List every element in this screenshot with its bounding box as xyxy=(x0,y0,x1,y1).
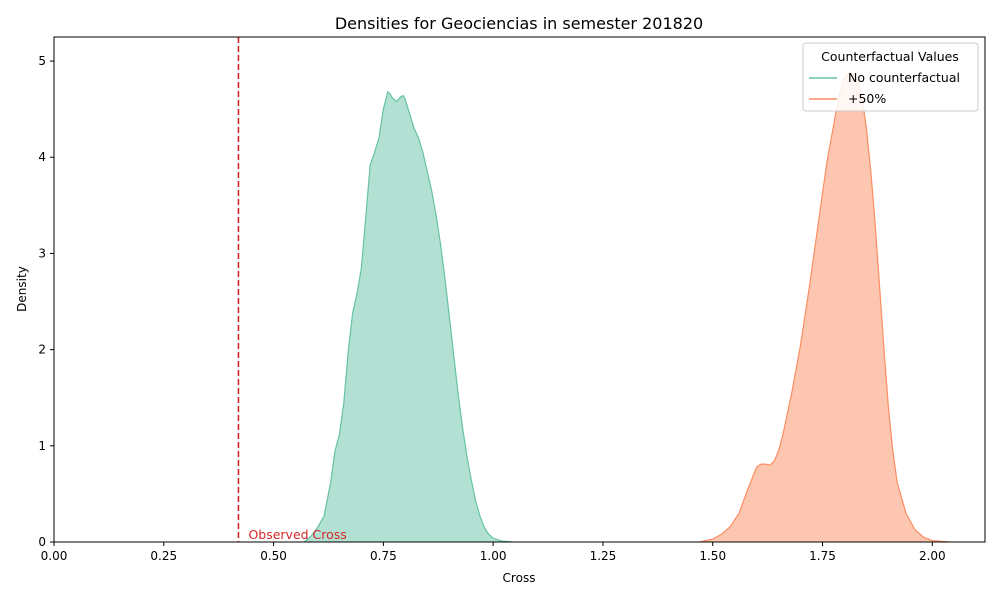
legend-title: Counterfactual Values xyxy=(821,49,959,64)
legend-box xyxy=(802,42,979,112)
x-tick-label: 2.00 xyxy=(919,549,946,563)
y-tick-label: 1 xyxy=(38,439,46,453)
x-axis-ticks: 0.00 0.25 0.50 0.75 1.00 1.25 1.50 1.75 2.00 xyxy=(41,542,946,563)
density-line-0 xyxy=(303,90,513,543)
reference-line-layer: Observed Cross xyxy=(237,37,347,542)
y-tick-label: 4 xyxy=(38,150,46,164)
x-tick-label: 1.00 xyxy=(480,549,507,563)
x-tick-label: 1.50 xyxy=(699,549,726,563)
x-tick-label: 1.25 xyxy=(590,549,617,563)
density-area-1 xyxy=(699,72,950,542)
x-tick-label: 0.75 xyxy=(370,549,397,563)
density-area-0 xyxy=(304,91,513,542)
x-tick-label: 1.75 xyxy=(809,549,836,563)
y-axis-ticks: 0 1 2 3 4 5 xyxy=(38,54,54,549)
x-tick-label: 0.25 xyxy=(150,549,177,563)
legend: Counterfactual Values No counterfactual +… xyxy=(802,42,979,112)
legend-entries: No counterfactual +50% xyxy=(809,70,960,106)
x-axis-label: Cross xyxy=(503,571,536,585)
chart-title: Densities for Geociencias in semester 20… xyxy=(335,14,703,33)
y-tick-label: 5 xyxy=(38,54,46,68)
x-tick-label: 0.50 xyxy=(260,549,287,563)
plot-frame xyxy=(53,36,986,543)
observed-cross-label: Observed Cross xyxy=(248,527,346,542)
y-tick-label: 2 xyxy=(38,343,46,357)
legend-label-0: No counterfactual xyxy=(848,70,960,85)
x-tick-label: 0.00 xyxy=(41,549,68,563)
y-tick-label: 0 xyxy=(38,535,46,549)
y-tick-label: 3 xyxy=(38,246,46,260)
legend-label-1: +50% xyxy=(848,91,886,106)
series-layer xyxy=(303,71,950,543)
y-axis-label: Density xyxy=(15,266,29,312)
